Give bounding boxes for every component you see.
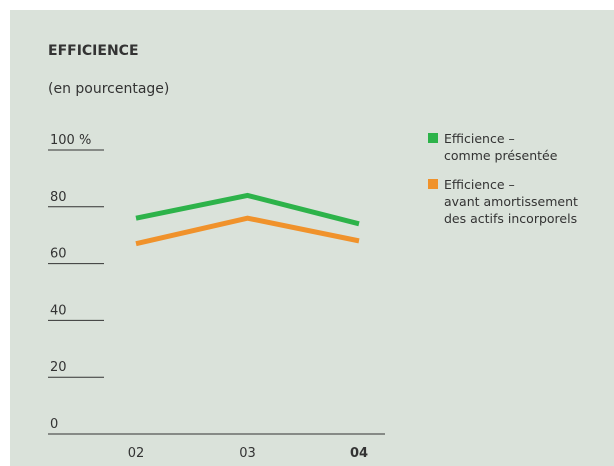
y-tick-label: 60: [50, 247, 67, 262]
legend-label: Efficience – avant amortissement des act…: [444, 177, 578, 226]
legend-swatch: [428, 133, 438, 143]
y-tick-label: 100 %: [50, 133, 91, 148]
legend-entry: Efficience – comme présentée: [428, 130, 557, 164]
legend-label: Efficience – comme présentée: [444, 131, 558, 163]
y-tick-label: 20: [50, 360, 67, 375]
chart-title: EFFICIENCE: [48, 43, 139, 59]
legend-entry: Efficience – avant amortissement des act…: [428, 176, 578, 227]
y-tick-label: 40: [50, 303, 67, 318]
chart-subtitle: (en pourcentage): [48, 81, 169, 97]
y-tick-label: 80: [50, 190, 67, 205]
chart-background: [10, 10, 614, 466]
data-line: [135, 215, 360, 247]
x-tick-label: 03: [239, 446, 256, 461]
y-tick-label: 0: [50, 417, 58, 432]
data-line: [135, 192, 360, 227]
legend-swatch: [428, 179, 438, 189]
x-tick-label: 04: [350, 446, 368, 461]
x-tick-label: 02: [128, 446, 145, 461]
